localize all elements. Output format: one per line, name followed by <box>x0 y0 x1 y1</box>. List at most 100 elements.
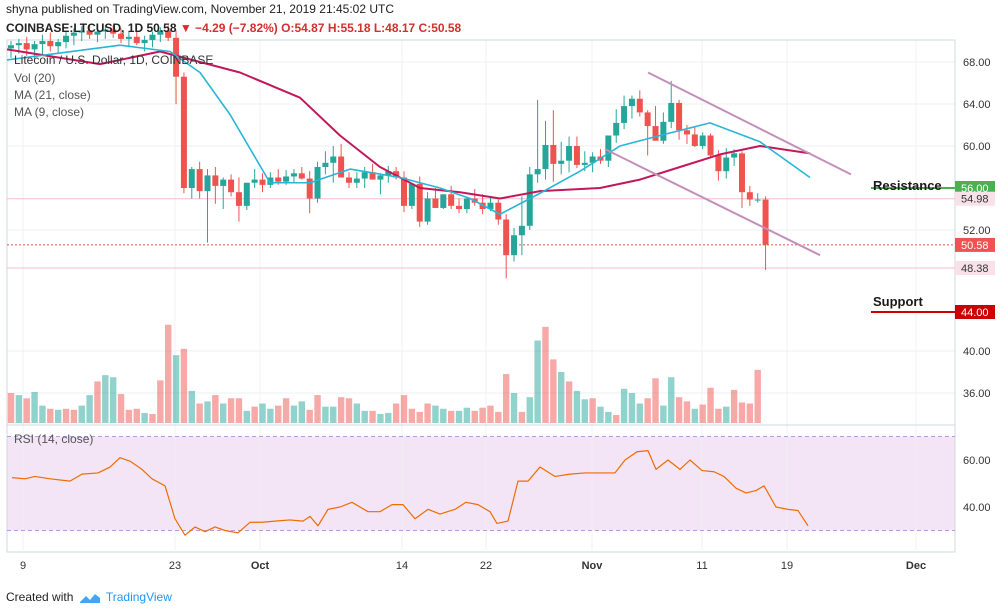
volume-bar <box>227 398 235 423</box>
candle-body <box>298 173 305 179</box>
x-tick-label: 19 <box>781 560 793 572</box>
candle-body <box>550 144 557 164</box>
rsi-band <box>7 436 955 531</box>
candle-body <box>566 146 573 161</box>
volume-bar <box>141 412 148 423</box>
candle-body <box>715 155 722 172</box>
ma9-line <box>6 44 811 216</box>
volume-bar <box>518 411 526 423</box>
candle-body <box>212 175 219 186</box>
volume-bar <box>212 395 219 423</box>
candle-body <box>542 144 549 170</box>
volume-bar <box>322 406 329 423</box>
price-pane <box>7 40 955 423</box>
volume-bar <box>172 355 180 423</box>
candle-body <box>573 146 580 165</box>
candle-body <box>118 33 125 39</box>
candle-body <box>149 34 156 40</box>
volume-bar <box>385 412 392 423</box>
candle-body <box>463 198 470 209</box>
x-tick-label: 9 <box>20 560 26 572</box>
volume-bar <box>455 410 463 423</box>
candle-body <box>401 177 407 206</box>
candle-body <box>251 179 258 183</box>
candle-body <box>338 156 345 178</box>
candle-body <box>133 36 140 44</box>
price-label: 44.00 <box>961 307 989 319</box>
candle-body <box>8 45 14 49</box>
price-label: 50.58 <box>961 240 989 252</box>
candle-body <box>228 179 235 193</box>
candle-body <box>668 102 675 122</box>
volume-bar <box>495 411 502 423</box>
candle-body <box>613 122 620 136</box>
volume-bar <box>573 390 581 423</box>
volume-bar <box>369 410 376 423</box>
volume-bar <box>94 381 101 423</box>
price-label: 54.98 <box>961 194 989 206</box>
volume-bar <box>133 408 140 423</box>
candle-body <box>432 198 439 208</box>
volume-bar <box>424 403 431 423</box>
volume-bar <box>117 394 125 423</box>
x-tick-label: Nov <box>582 560 604 572</box>
candle-body <box>180 76 187 188</box>
price-label-box <box>955 305 995 319</box>
candle-body <box>416 183 423 222</box>
candle-body <box>157 30 164 35</box>
candle-body <box>605 135 612 161</box>
x-tick-label: 14 <box>396 560 408 572</box>
candle-body <box>23 43 30 50</box>
candle-body <box>204 175 211 192</box>
volume-bar <box>235 398 243 423</box>
volume-bar <box>628 393 636 423</box>
candle-body <box>102 29 109 32</box>
candle-body <box>660 121 667 141</box>
volume-bar <box>463 407 471 423</box>
volume-bar <box>31 391 38 423</box>
candle-body <box>644 112 651 127</box>
volume-bar <box>534 340 541 423</box>
support-label: Support <box>873 294 923 309</box>
volume-bar <box>102 375 109 423</box>
footer-created: Created with <box>6 590 74 604</box>
candle-body <box>377 175 384 180</box>
volume-bar <box>400 395 408 423</box>
candle-body <box>70 32 77 36</box>
volume-bar <box>220 403 227 423</box>
candle-body <box>314 167 321 199</box>
candle-body <box>534 169 541 175</box>
volume-bar <box>345 398 353 423</box>
volume-bar <box>337 397 345 423</box>
volume-bar <box>54 409 62 423</box>
volume-bar <box>290 405 298 423</box>
candle-body <box>456 205 463 209</box>
candle-body <box>558 160 565 164</box>
footer-brand[interactable]: TradingView <box>105 590 172 604</box>
volume-bar <box>597 406 604 423</box>
candle-body <box>141 39 148 44</box>
volume-bar <box>23 398 30 423</box>
price-label: 48.38 <box>961 263 989 275</box>
x-tick-label: Oct <box>251 560 270 572</box>
price-label-box <box>955 181 995 195</box>
legend-rsi: RSI (14, close) <box>14 432 94 446</box>
y-tick-label: 60.00 <box>963 141 991 153</box>
volume-bar <box>683 401 691 423</box>
candle-body <box>15 43 22 46</box>
candle-body <box>86 30 93 35</box>
y-tick-label: 40.00 <box>963 346 991 358</box>
candle-body <box>39 41 46 45</box>
publish-info: shyna published on TradingView.com, Nove… <box>6 2 395 16</box>
candle-body <box>385 171 392 176</box>
price-label-box <box>955 237 995 252</box>
candle-body <box>699 135 706 146</box>
x-tick-label: 22 <box>480 560 492 572</box>
candle-body <box>495 202 502 220</box>
candle-body <box>361 172 368 179</box>
volume-bar <box>487 405 494 423</box>
volume-bar <box>699 404 706 423</box>
symbol-bar: COINBASE:LTCUSD, 1D 50.58 ▼ −4.29 (−7.82… <box>6 21 461 35</box>
volume-bar <box>730 389 738 423</box>
volume-bar <box>558 372 565 423</box>
